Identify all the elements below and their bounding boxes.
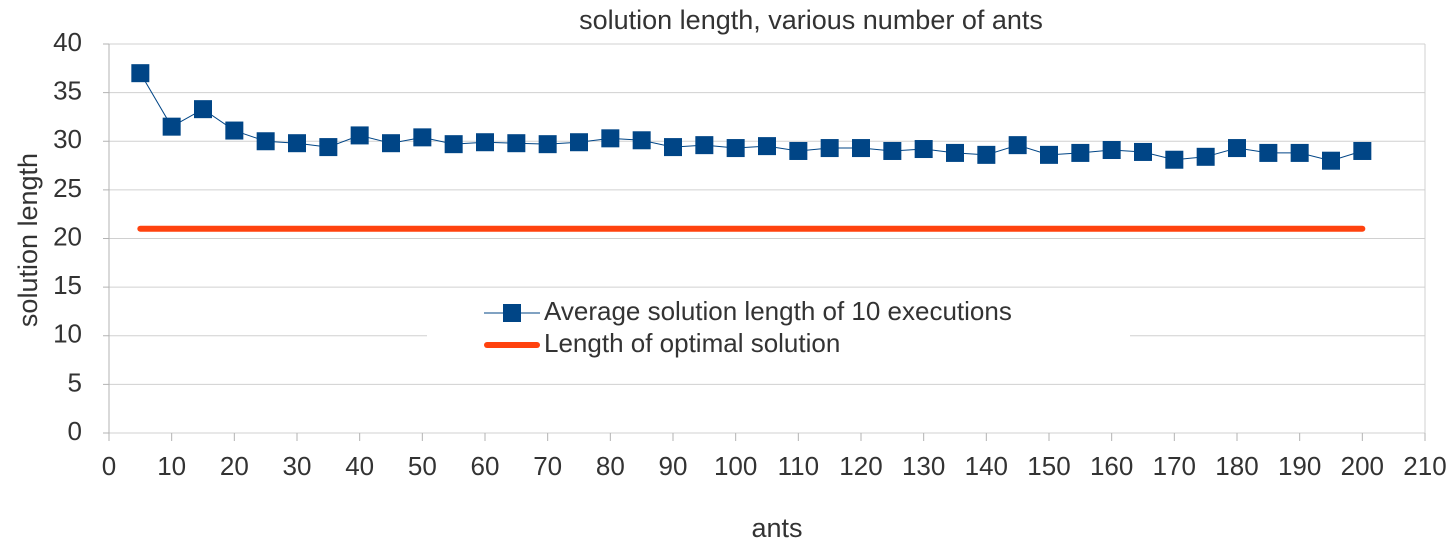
marker [1071, 143, 1090, 162]
marker [1102, 141, 1121, 160]
y-tick-label: 10 [53, 319, 82, 349]
y-tick-label: 30 [53, 124, 82, 154]
marker [1196, 147, 1215, 166]
x-tick-label: 0 [102, 451, 116, 481]
x-tick-label: 20 [220, 451, 249, 481]
marker [664, 138, 682, 157]
x-tick-label: 30 [283, 451, 312, 481]
marker [1290, 143, 1309, 162]
legend-box [427, 298, 1130, 370]
marker [413, 128, 432, 147]
marker [256, 132, 275, 151]
x-tick-label: 160 [1090, 451, 1133, 481]
marker [444, 135, 463, 154]
marker [758, 137, 776, 156]
x-tick-label: 40 [345, 451, 374, 481]
x-tick-label: 50 [408, 451, 437, 481]
marker [225, 121, 244, 140]
y-tick-label: 40 [53, 27, 82, 57]
marker [820, 139, 839, 158]
marker [162, 117, 181, 136]
x-tick-label: 170 [1153, 451, 1196, 481]
x-axis-label: ants [751, 513, 802, 543]
x-tick-label: 90 [659, 451, 688, 481]
x-tick-label: 190 [1278, 451, 1321, 481]
marker [382, 134, 400, 153]
legend-marker [503, 304, 521, 322]
series-line [139, 72, 1363, 162]
marker [1008, 136, 1027, 155]
marker [883, 141, 902, 160]
x-tick-label: 150 [1027, 451, 1070, 481]
marker [1165, 150, 1184, 169]
x-tick-label: 80 [596, 451, 625, 481]
marker [789, 141, 808, 160]
x-tick-label: 210 [1403, 451, 1446, 481]
chart-title: solution length, various number of ants [579, 5, 1043, 35]
marker [977, 145, 996, 164]
x-tick-label: 140 [965, 451, 1008, 481]
marker [852, 139, 870, 158]
marker [131, 64, 150, 83]
legend-label: Length of optimal solution [544, 328, 840, 358]
marker [1040, 145, 1058, 164]
y-tick-label: 5 [68, 367, 82, 397]
y-tick-label: 35 [53, 76, 82, 106]
marker [946, 143, 964, 162]
y-tick-label: 0 [68, 416, 82, 446]
marker [476, 133, 494, 152]
marker [695, 136, 714, 155]
marker [194, 100, 212, 119]
x-tick-label: 60 [471, 451, 500, 481]
y-tick-label: 20 [53, 221, 82, 251]
x-tick-label: 200 [1341, 451, 1384, 481]
legend-label: Average solution length of 10 executions [544, 296, 1012, 326]
marker [632, 131, 651, 150]
marker [1353, 141, 1372, 160]
marker [1259, 143, 1278, 162]
marker [601, 129, 620, 148]
x-tick-label: 120 [839, 451, 882, 481]
marker [538, 135, 557, 154]
marker [1134, 142, 1152, 161]
y-tick-label: 25 [53, 173, 82, 203]
marker [319, 138, 338, 157]
marker [288, 134, 306, 153]
x-tick-label: 130 [902, 451, 945, 481]
marker [1322, 151, 1340, 170]
marker [726, 139, 745, 158]
x-tick-label: 180 [1215, 451, 1258, 481]
marker [1228, 139, 1246, 158]
marker [507, 134, 526, 153]
x-tick-label: 70 [533, 451, 562, 481]
y-tick-label: 15 [53, 270, 82, 300]
marker [914, 140, 933, 159]
x-tick-label: 110 [778, 451, 819, 481]
y-axis-label: solution length [13, 153, 43, 327]
x-tick-label: 10 [157, 451, 186, 481]
marker [350, 126, 369, 145]
x-tick-label: 100 [714, 451, 757, 481]
marker [570, 133, 588, 152]
